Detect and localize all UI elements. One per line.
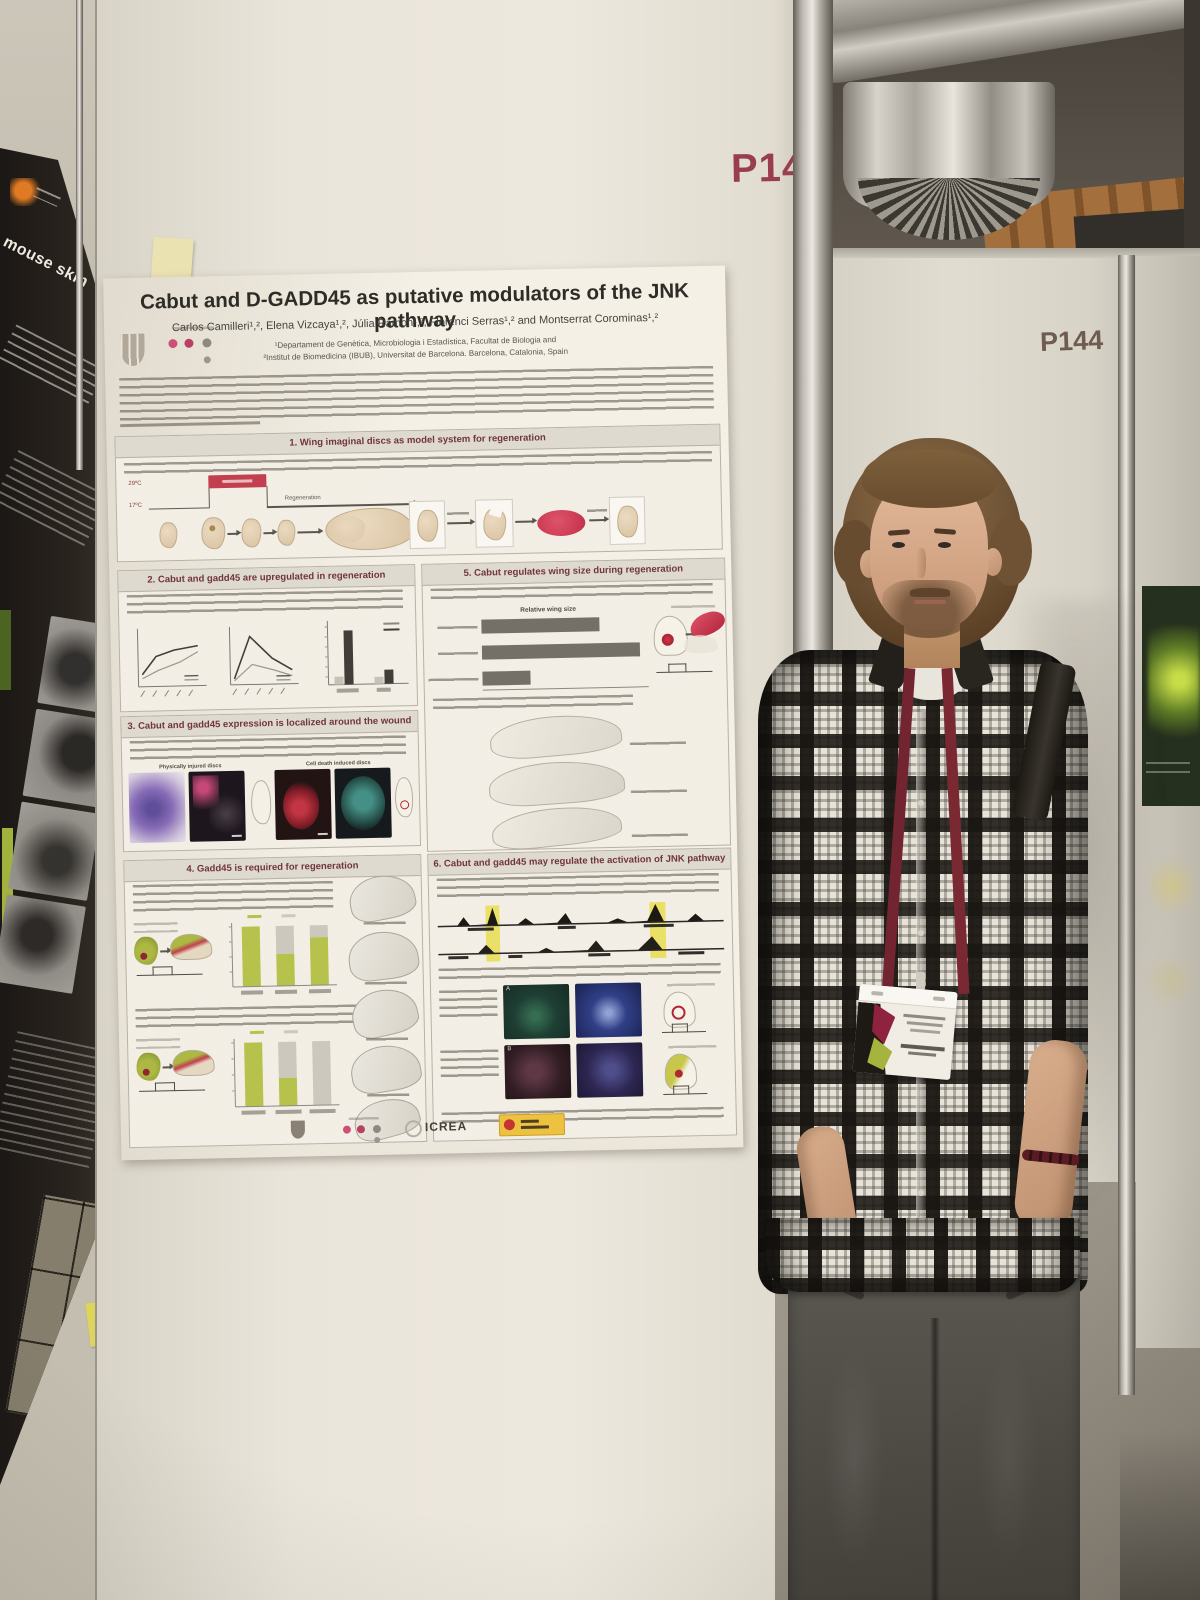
green-glow xyxy=(1148,626,1200,746)
signal-row-2 xyxy=(438,936,725,960)
neighbor-poster: mouse skin xyxy=(0,148,100,1485)
mouth xyxy=(914,600,946,604)
shirt-hem xyxy=(766,1218,1080,1292)
panel-top-rail xyxy=(826,248,1200,258)
nose-shading xyxy=(916,548,926,578)
signal-row-1 xyxy=(437,903,724,932)
neighbor-green-bar-dim xyxy=(0,610,11,690)
far-poster-text xyxy=(1146,762,1190,780)
badge-text-line xyxy=(903,1013,946,1021)
section-2: 2. Cabut and gadd45 are upregulated in r… xyxy=(117,564,419,713)
badge-text-line xyxy=(910,1028,941,1035)
section-4: 4. Gadd45 is required for regeneration xyxy=(123,853,428,1149)
chip-seq-track xyxy=(437,901,725,963)
faint-yellow-blob xyxy=(1150,856,1194,916)
jeans xyxy=(788,1258,1080,1600)
jeans-highlight xyxy=(978,1348,1038,1568)
eye-right xyxy=(938,542,951,548)
hair-fringe xyxy=(862,450,996,508)
jeans-highlight xyxy=(824,1348,884,1568)
neighbor-green-bar xyxy=(2,828,13,948)
line-chart-cbt xyxy=(136,628,207,698)
thin-rod xyxy=(76,0,83,470)
badge-name-line xyxy=(908,1051,937,1057)
ear-right xyxy=(984,548,1002,576)
frame-pole-right xyxy=(1118,255,1135,1395)
eye-left xyxy=(892,542,905,548)
section-6: 6. Cabut and gadd45 may regulate the act… xyxy=(427,847,738,1142)
floor-corner-shadow xyxy=(1120,1430,1200,1600)
bar-chart-fold-change xyxy=(324,620,409,693)
far-right-panel xyxy=(1136,256,1200,1348)
badge-name-line xyxy=(900,1043,945,1052)
badge-text-line xyxy=(906,1021,943,1028)
line-chart-gadd45 xyxy=(228,626,299,696)
ceiling-dark-right xyxy=(1184,0,1200,272)
shirt-button xyxy=(918,930,924,936)
conference-badge xyxy=(852,983,958,1081)
moustache xyxy=(910,588,950,597)
poster-paper: Cabut and D-GADD45 as putative modulator… xyxy=(103,265,744,1161)
lanyard-clip xyxy=(916,972,925,990)
stacked-bar-chart-1 xyxy=(228,914,337,995)
ceiling xyxy=(788,0,1200,272)
jeans-center-seam xyxy=(930,1318,940,1600)
stacked-bar-chart-2 xyxy=(231,1030,340,1115)
faint-yellow-blob xyxy=(1146,956,1194,1006)
far-poster-dark xyxy=(1142,586,1200,806)
shirt-button xyxy=(918,1190,924,1196)
shirt-button xyxy=(918,800,924,806)
